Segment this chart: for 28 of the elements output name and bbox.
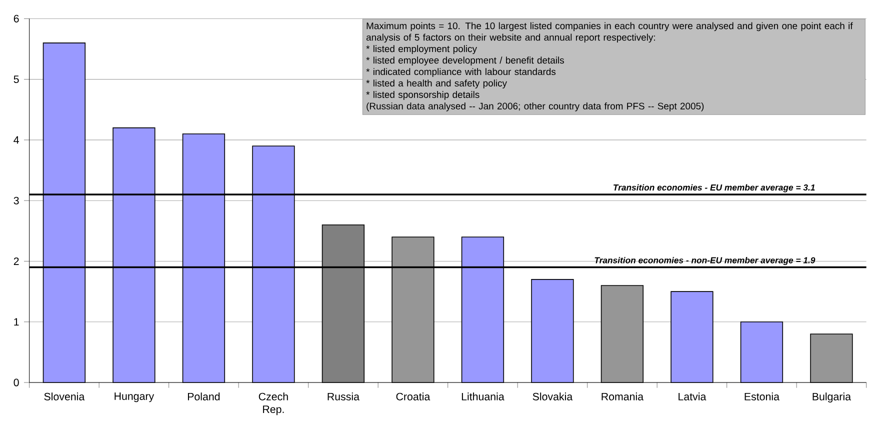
y-tick-label: 2 [14, 258, 19, 266]
x-tick-label: Latvia [678, 392, 706, 400]
ref-line-label: Transition economies - EU member average = 3.1 [614, 184, 815, 192]
y-tick-label: 3 [14, 196, 19, 204]
x-tick-label: Russia [328, 392, 360, 400]
y-tick-label: 5 [14, 76, 19, 84]
y-tick-label: 4 [14, 136, 19, 144]
x-tick-label: Hungary [114, 392, 154, 402]
annotation: Maximum points = 10. The 10 largest listed companies in each country were analysed and given one point each if analysis of 5 factors on their website and annual report respectively: [366, 22, 853, 43]
annotation: * listed employment policy [366, 45, 477, 54]
x-tick-label: Czech Rep. [258, 392, 288, 416]
x-tick-label: Slovenia [44, 392, 85, 400]
annotation: * listed employee development / benefit details [366, 56, 564, 66]
x-tick-label: Poland [188, 392, 220, 400]
annotation: * indicated compliance with labour standards [366, 68, 556, 78]
y-tick-label: 6 [14, 14, 19, 23]
x-tick-label: Bulgaria [812, 392, 852, 403]
y-tick-label: 1 [14, 318, 19, 326]
x-tick-label: Lithuania [462, 392, 504, 400]
x-tick-label: Romania [602, 392, 644, 400]
ref-line-label: Transition economies - non-EU member average = 1.9 [594, 257, 816, 266]
annotation: * listed sponsorship details [366, 91, 480, 100]
y-tick-label: 0 [14, 378, 19, 386]
x-tick-label: Estonia [744, 392, 780, 400]
annotation: (Russian data analysed -- Jan 2006; other country data from PFS -- Sept 2005) [366, 102, 704, 112]
annotation: * listed a health and safety policy [366, 80, 507, 88]
x-tick-label: Slovakia [532, 392, 573, 400]
x-tick-label: Croatia [396, 392, 430, 400]
